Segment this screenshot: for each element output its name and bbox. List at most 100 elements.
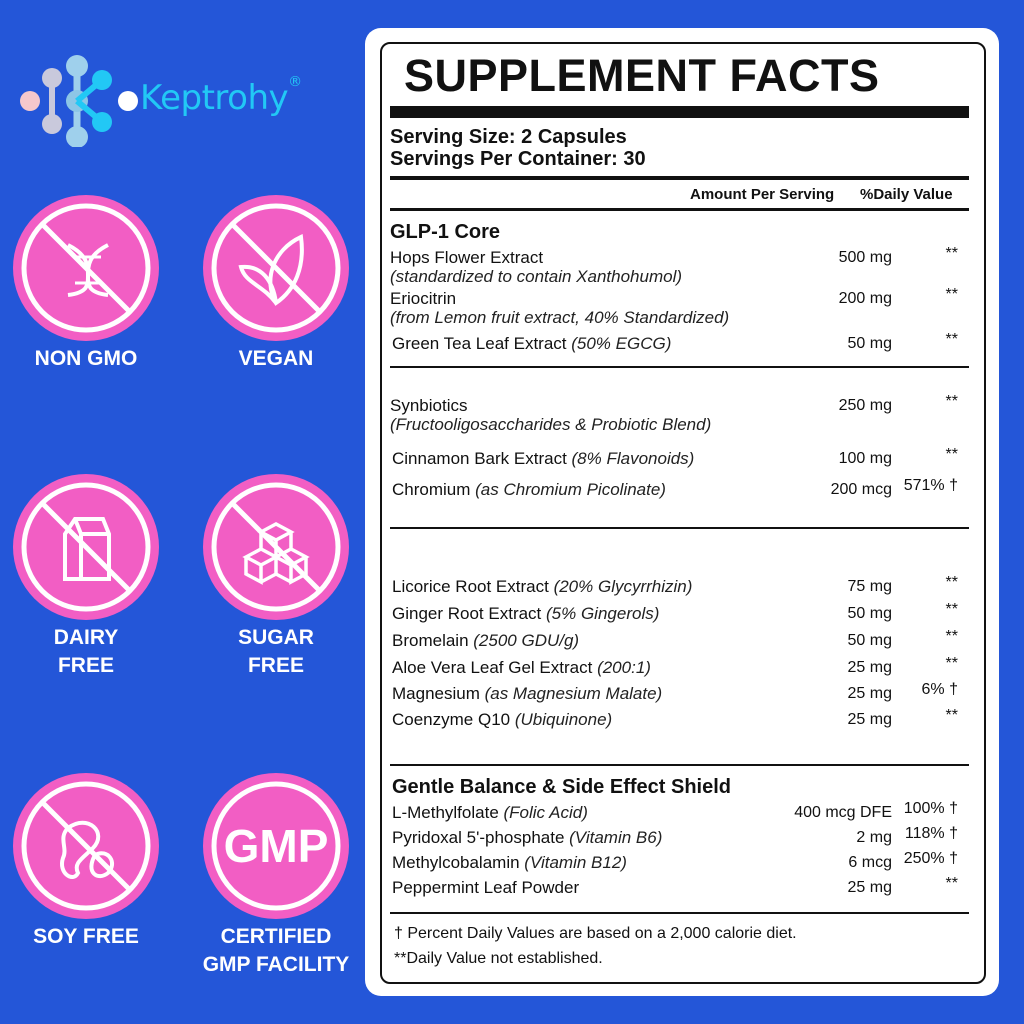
divider [390, 176, 969, 180]
badge-label: VEGAN [181, 345, 371, 373]
registered-mark: ® [288, 74, 302, 90]
amount-per-serving: 2 mg [856, 829, 892, 846]
servings-per-container: Servings Per Container: 30 [390, 148, 646, 170]
badge-label: SUGAR FREE [181, 624, 371, 680]
daily-value: ** [945, 628, 958, 645]
daily-value: ** [945, 601, 958, 618]
badge-label: CERTIFIED GMP FACILITY [181, 923, 371, 979]
ingredient-name: Chromium (as Chromium Picolinate) [392, 480, 666, 500]
ingredient-label: L-Methylfolate [392, 803, 499, 822]
ingredient-label: Licorice Root Extract [392, 577, 549, 596]
ingredient-note: (as Magnesium Malate) [479, 684, 663, 703]
daily-value: ** [945, 393, 958, 410]
milk-carton-icon [21, 482, 151, 612]
amount-per-serving: 500 mg [838, 249, 892, 266]
badge-soy-free [13, 773, 159, 919]
amount-per-serving: 250 mg [838, 397, 892, 414]
leaf-icon [211, 203, 341, 333]
footnote-daily-value: † Percent Daily Values are based on a 2,… [394, 925, 797, 942]
gmp-badge-icon [211, 781, 341, 911]
ingredient-name: Coenzyme Q10 (Ubiquinone) [392, 710, 612, 730]
amount-per-serving: 6 mcg [848, 854, 892, 871]
amount-per-serving: 25 mg [847, 659, 892, 676]
amount-per-serving: 25 mg [847, 685, 892, 702]
amount-per-serving: 50 mg [847, 335, 892, 352]
ingredient-note: (Vitamin B6) [564, 828, 663, 847]
ingredient-name: Bromelain (2500 GDU/g) [392, 631, 579, 651]
ingredient-name: L-Methylfolate (Folic Acid) [392, 803, 588, 823]
brand-text: Keptrohy [140, 78, 289, 118]
badge-label-line: CERTIFIED [220, 925, 332, 948]
daily-value: ** [945, 286, 958, 303]
ingredient-note: (50% EGCG) [566, 334, 672, 353]
ingredient-note: (200:1) [592, 658, 651, 677]
ingredient-note: (5% Gingerols) [541, 604, 660, 623]
amount-per-serving: 200 mcg [830, 481, 892, 498]
ingredient-label: Aloe Vera Leaf Gel Extract [392, 658, 593, 677]
supplement-facts-panel [365, 28, 999, 996]
amount-per-serving: 50 mg [847, 605, 892, 622]
badge-label-line: GMP FACILITY [202, 953, 350, 976]
ingredient-name: Pyridoxal 5'-phosphate (Vitamin B6) [392, 828, 662, 848]
gmp-text: GMP [223, 820, 329, 872]
badge-label: SOY FREE [0, 923, 181, 951]
col-dv-header: %Daily Value [860, 186, 953, 203]
daily-value: ** [945, 707, 958, 724]
daily-value: 250% † [903, 850, 958, 867]
ingredient-label: Chromium [392, 480, 471, 499]
ingredient-name: Licorice Root Extract (20% Glycyrrhizin) [392, 577, 692, 597]
footnote-not-established: **Daily Value not established. [394, 950, 603, 967]
badge-label: DAIRY FREE [0, 624, 181, 680]
ingredient-note: (as Chromium Picolinate) [470, 480, 666, 499]
ingredient-note: (Folic Acid) [498, 803, 588, 822]
ingredient-name: Synbiotics [390, 396, 467, 416]
daily-value: 571% † [903, 477, 958, 494]
ingredient-label: Hops Flower Extract [390, 248, 544, 267]
badge-non-gmo [13, 195, 159, 341]
ingredient-note: (Ubiquinone) [510, 710, 613, 729]
ingredient-name: Eriocitrin [390, 289, 456, 309]
ingredient-name: Cinnamon Bark Extract (8% Flavonoids) [392, 449, 694, 469]
daily-value: 100% † [903, 800, 958, 817]
badge-label-line: DAIRY [53, 626, 119, 649]
daily-value: 6% † [921, 681, 958, 698]
badge-label-line: SUGAR [238, 626, 314, 649]
daily-value: ** [945, 655, 958, 672]
ingredient-label: Ginger Root Extract [392, 604, 542, 623]
ingredient-label: Methylcobalamin [392, 853, 520, 872]
heading-gentle-balance: Gentle Balance & Side Effect Shield [392, 776, 731, 798]
amount-per-serving: 50 mg [847, 632, 892, 649]
amount-per-serving: 75 mg [847, 578, 892, 595]
ingredient-name: Peppermint Leaf Powder [392, 878, 579, 898]
daily-value: ** [945, 245, 958, 262]
amount-per-serving: 25 mg [847, 879, 892, 896]
daily-value: ** [945, 875, 958, 892]
badge-vegan [203, 195, 349, 341]
divider [390, 912, 969, 914]
sugar-cubes-icon [211, 482, 341, 612]
badge-label: NON GMO [0, 345, 181, 373]
badge-label-line: FREE [57, 654, 114, 677]
ingredient-label: Synbiotics [390, 396, 468, 415]
amount-per-serving: 400 mcg DFE [794, 804, 892, 821]
ingredient-detail: (from Lemon fruit extract, 40% Standardi… [390, 308, 730, 327]
divider [390, 764, 969, 766]
dna-icon [21, 203, 151, 333]
badge-label-line: FREE [247, 654, 304, 677]
badge-label-line: VEGAN [238, 347, 314, 370]
ingredient-note: (20% Glycyrrhizin) [548, 577, 693, 596]
badge-sugar [203, 474, 349, 620]
facts-frame [380, 42, 986, 984]
ingredient-label: Eriocitrin [390, 289, 457, 308]
daily-value: 118% † [904, 825, 958, 842]
ingredient-detail: (standardized to contain Xanthohumol) [390, 267, 683, 286]
col-amount-header: Amount Per Serving [690, 186, 835, 203]
ingredient-name: Methylcobalamin (Vitamin B12) [392, 853, 627, 873]
ingredient-name: Magnesium (as Magnesium Malate) [392, 684, 662, 704]
ingredient-name: Ginger Root Extract (5% Gingerols) [392, 604, 659, 624]
heading-glp1-core: GLP-1 Core [390, 221, 501, 243]
divider [390, 527, 969, 529]
ingredient-detail: (Fructooligosaccharides & Probiotic Blen… [390, 415, 712, 434]
amount-per-serving: 25 mg [847, 711, 892, 728]
ingredient-label: Coenzyme Q10 [392, 710, 511, 729]
